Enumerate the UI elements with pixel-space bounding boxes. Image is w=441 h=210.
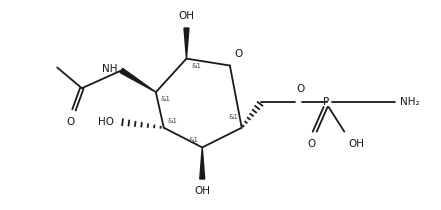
Text: &1: &1 — [191, 63, 202, 69]
Text: O: O — [66, 117, 74, 127]
Text: O: O — [308, 139, 316, 148]
Text: P: P — [323, 97, 330, 107]
Text: NH: NH — [102, 64, 117, 75]
Text: OH: OH — [348, 139, 364, 148]
Text: &1: &1 — [168, 118, 178, 124]
Polygon shape — [200, 147, 205, 179]
Polygon shape — [184, 28, 189, 59]
Text: OH: OH — [179, 11, 194, 21]
Text: OH: OH — [194, 186, 210, 196]
Text: O: O — [296, 84, 304, 94]
Polygon shape — [120, 68, 156, 92]
Text: HO: HO — [98, 117, 114, 127]
Text: &1: &1 — [188, 138, 198, 143]
Text: O: O — [235, 49, 243, 59]
Text: &1: &1 — [229, 114, 239, 120]
Text: &1: &1 — [161, 96, 171, 102]
Text: NH₂: NH₂ — [400, 97, 419, 107]
